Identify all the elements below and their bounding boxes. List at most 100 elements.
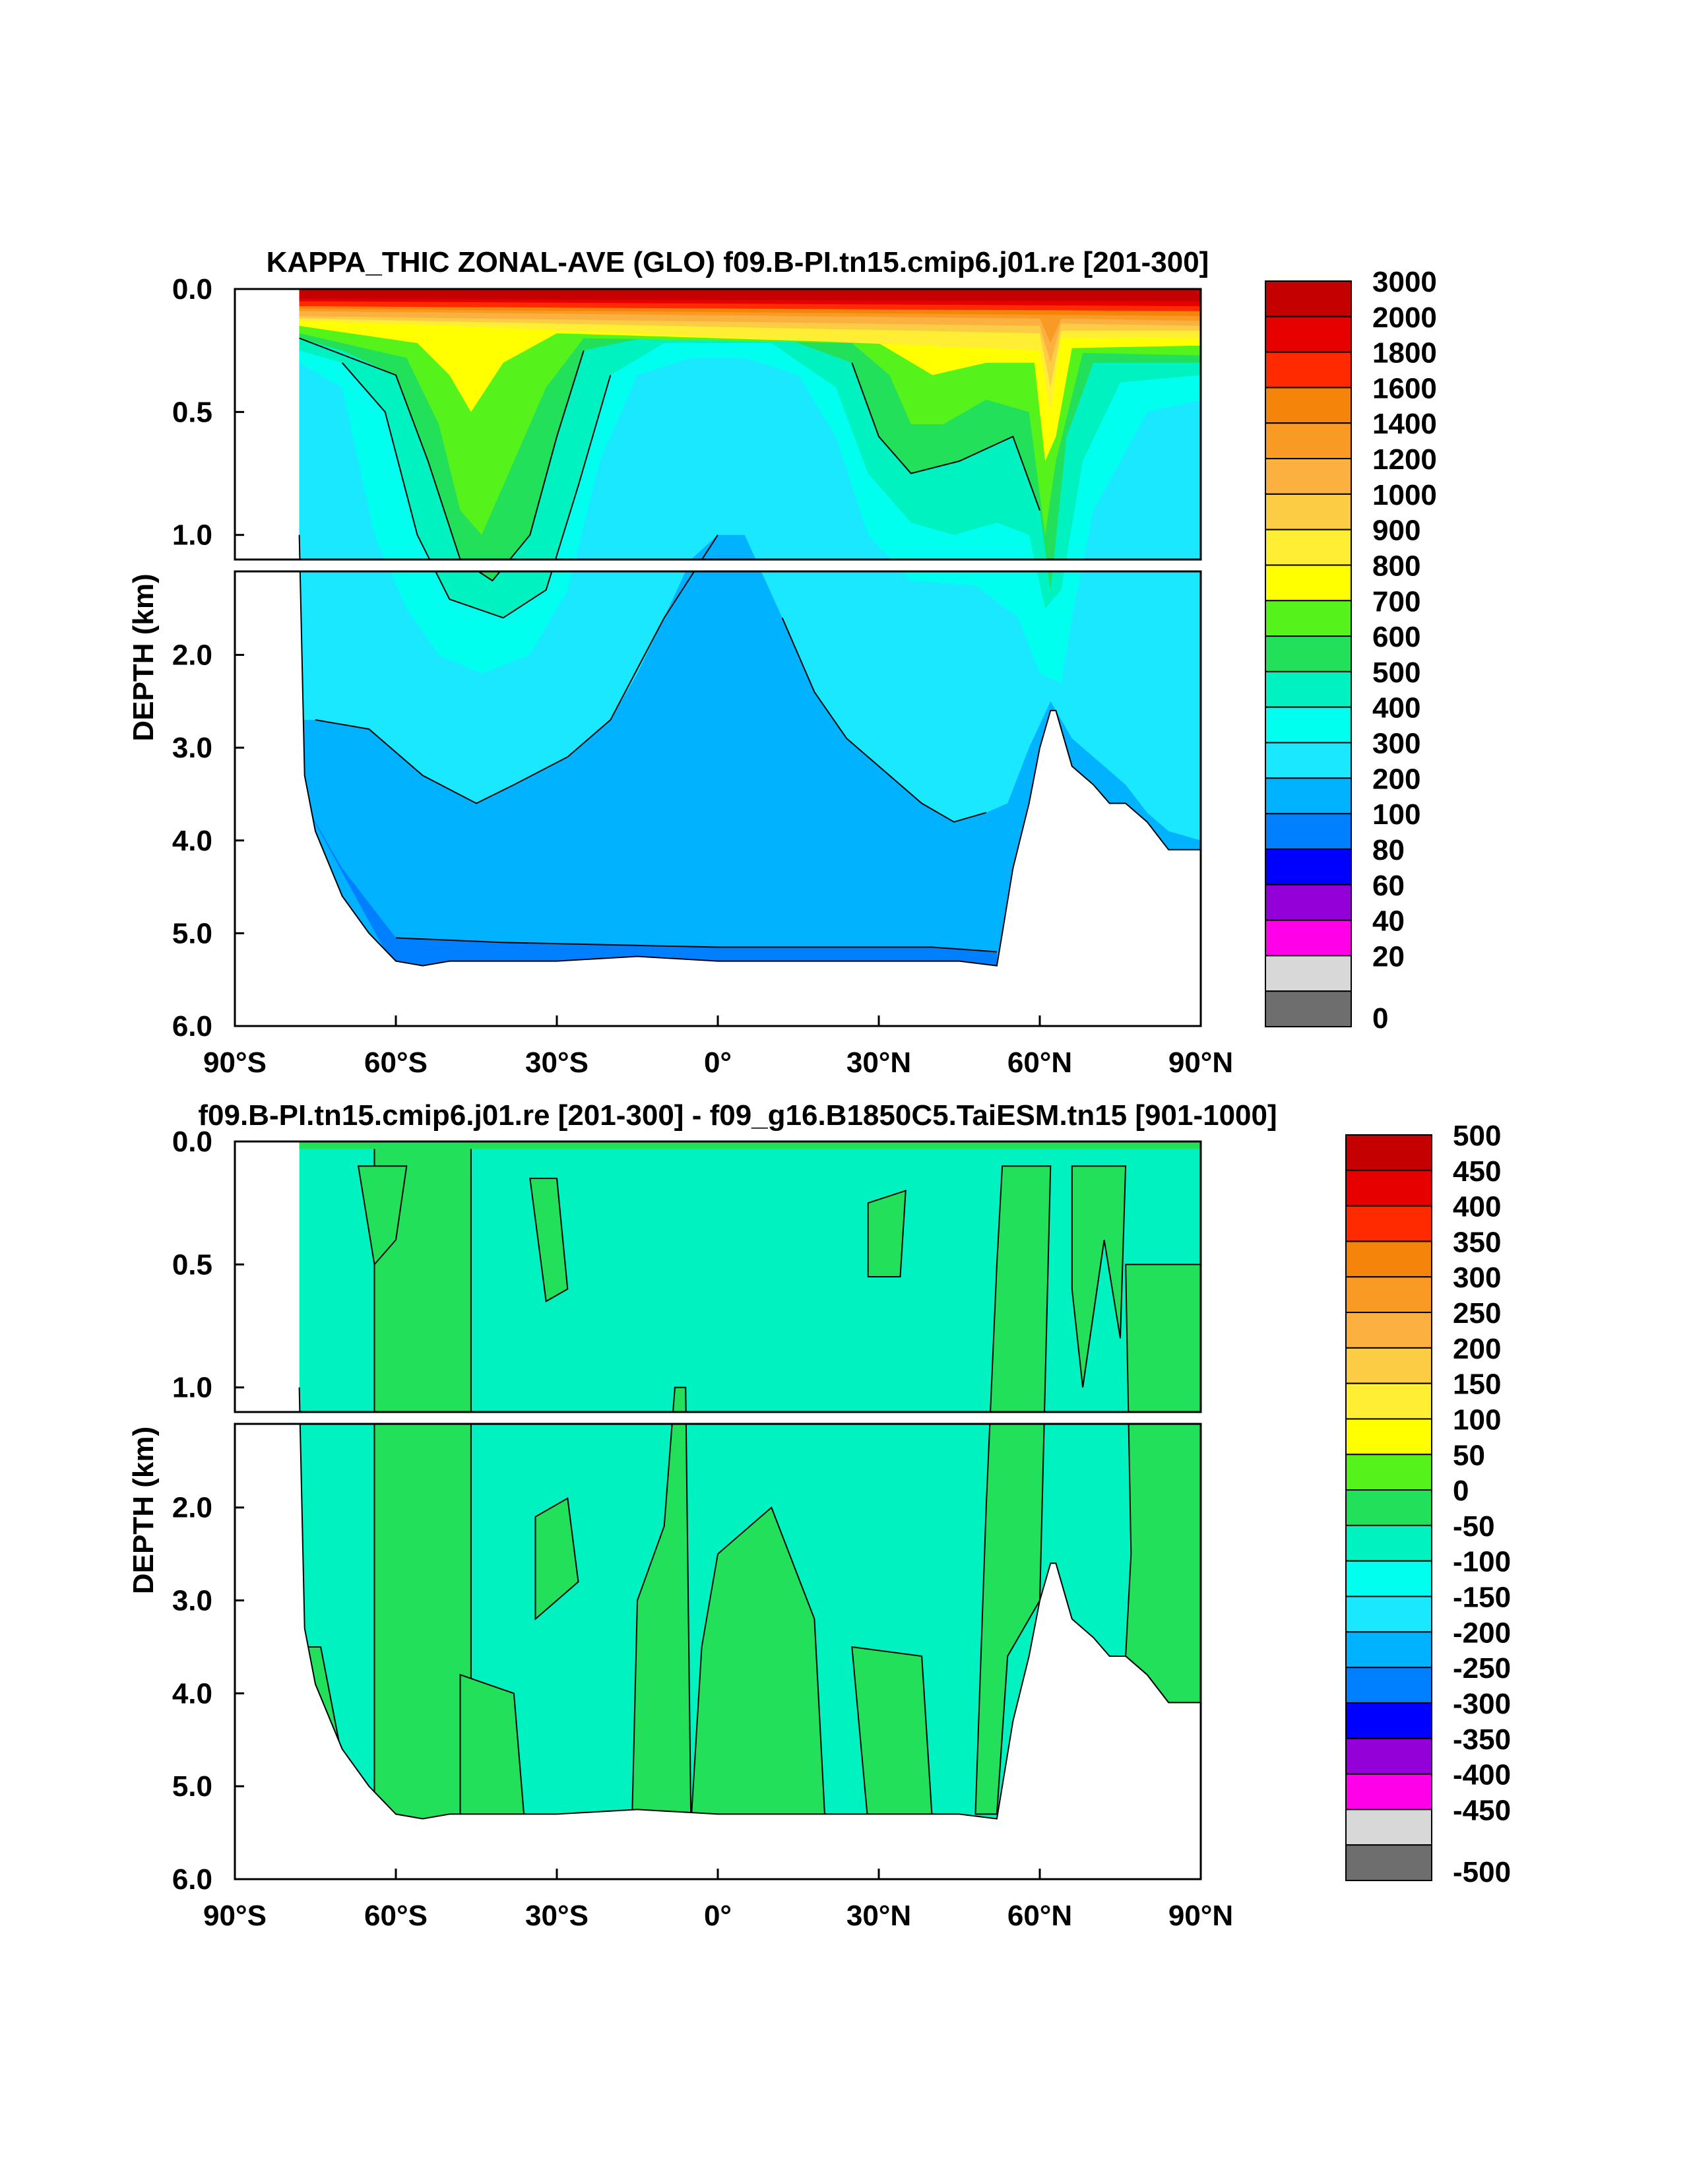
colorbar-label: 0 [1372, 1002, 1388, 1035]
contour-field [299, 1141, 1201, 1819]
colorbar-swatch [1265, 564, 1352, 602]
colorbar-label: 800 [1372, 550, 1420, 582]
colorbar-swatch [1265, 351, 1352, 389]
colorbar-swatch [1265, 670, 1352, 708]
y-tick-label: 0.5 [172, 1248, 212, 1281]
colorbar-label: 1000 [1372, 479, 1437, 511]
colorbar-label: 400 [1372, 692, 1420, 724]
colorbar-swatch [1265, 742, 1352, 779]
region-0-50-11 [357, 1165, 408, 1266]
colorbar-swatch [1265, 883, 1352, 921]
region-0-50-8 [459, 1673, 526, 1819]
region-0-50-2 [974, 1165, 1052, 1815]
colorbar-label: -400 [1453, 1759, 1511, 1791]
colorbar-swatch [1265, 635, 1352, 672]
colorbar-label: 500 [1453, 1120, 1501, 1152]
region-0-50-3 [1071, 1165, 1127, 1388]
colorbar-swatch [1345, 1560, 1432, 1597]
region-2000-3000 [299, 289, 1201, 302]
x-tick-label: 60°N [1007, 1900, 1072, 1932]
contour-line-5 [851, 362, 1040, 511]
region-0-50-5 [631, 1386, 692, 1819]
y-axis-label: DEPTH (km) [127, 1427, 160, 1594]
contour-line-6 [395, 937, 997, 953]
y-tick-label: 2.0 [172, 639, 212, 672]
colorbar-swatch [1345, 1631, 1432, 1669]
y-tick-label: 2.0 [172, 1492, 212, 1524]
colorbar-swatch [1345, 1809, 1432, 1846]
region-0-100 [299, 794, 997, 966]
y-tick-label: 0.5 [172, 396, 212, 428]
colorbar-swatch [1265, 422, 1352, 460]
colorbar-swatch [1345, 1205, 1432, 1242]
x-tick-label: 60°S [364, 1046, 428, 1079]
colorbar-swatch [1265, 315, 1352, 353]
x-tick-label: 90°S [203, 1046, 267, 1079]
colorbar-label: 350 [1453, 1226, 1501, 1258]
contour-line-2 [341, 362, 612, 619]
bathymetry-outline [298, 534, 1201, 967]
region-0-50-9 [534, 1497, 579, 1621]
colorbar-label: 0 [1453, 1475, 1469, 1507]
colorbar-label: -150 [1453, 1582, 1511, 1614]
x-tick-label: 90°S [203, 1900, 267, 1932]
y-tick-label: 1.0 [172, 519, 212, 552]
colorbar-swatch [1345, 1595, 1432, 1633]
chart-title: f09.B-PI.tn15.cmip6.j01.re [201-300] - f… [198, 1099, 1277, 1132]
colorbar-label: 1600 [1372, 372, 1437, 404]
colorbar-swatch [1345, 1134, 1432, 1171]
colorbar-swatch [1265, 387, 1352, 424]
colorbar-label: 1400 [1372, 408, 1437, 440]
colorbar-swatch [1345, 1418, 1432, 1456]
region-0-50-7 [851, 1646, 934, 1819]
colorbar-swatch [1345, 1169, 1432, 1207]
contour-line-3 [315, 534, 718, 804]
panel-2: f09.B-PI.tn15.cmip6.j01.re [201-300] - f… [127, 1099, 1511, 1932]
colorbar-label: -500 [1453, 1856, 1511, 1888]
y-tick-label: 3.0 [172, 1585, 212, 1617]
panel-1: KAPPA_THIC ZONAL-AVE (GLO) f09.B-PI.tn15… [127, 246, 1437, 1079]
panel-gap [232, 1412, 1203, 1424]
y-tick-label: 0.0 [172, 273, 212, 305]
colorbar-label: 1200 [1372, 443, 1437, 476]
colorbar-label: -450 [1453, 1794, 1511, 1826]
colorbar-label: 300 [1372, 728, 1420, 760]
colorbar-swatch [1265, 706, 1352, 744]
colorbar-swatch [1345, 1524, 1432, 1562]
y-tick-label: 5.0 [172, 1770, 212, 1803]
region-0-50-1 [373, 1141, 472, 1819]
colorbar-label: 150 [1453, 1368, 1501, 1401]
colorbar-swatch [1345, 1667, 1432, 1704]
colorbar-swatch [1345, 1240, 1432, 1278]
y-tick-label: 1.0 [172, 1372, 212, 1404]
colorbar-swatch [1265, 600, 1352, 637]
region-0-50-12 [529, 1177, 569, 1302]
colorbar-label: 200 [1372, 763, 1420, 795]
y-axis-label: DEPTH (km) [127, 573, 160, 741]
colorbar-label: 50 [1453, 1439, 1485, 1471]
region-minus50-0 [299, 1141, 1201, 1819]
colorbar-label: -250 [1453, 1652, 1511, 1685]
colorbar-label: -300 [1453, 1688, 1511, 1720]
colorbar-swatch [1345, 1276, 1432, 1314]
colorbar-label: -100 [1453, 1546, 1511, 1578]
colorbar-swatch [1345, 1382, 1432, 1420]
y-tick-label: 3.0 [172, 732, 212, 764]
colorbar-swatch [1345, 1773, 1432, 1811]
panel-gap [232, 560, 1203, 571]
upper-frame [234, 1140, 1202, 1413]
colorbar-label: -350 [1453, 1723, 1511, 1756]
colorbar-swatch [1345, 1702, 1432, 1739]
colorbar-swatch [1345, 1347, 1432, 1384]
colorbar-swatch [1345, 1454, 1432, 1491]
colorbar-swatch [1345, 1737, 1432, 1775]
colorbar-swatch [1345, 1312, 1432, 1349]
colorbar-label: 250 [1453, 1297, 1501, 1330]
colorbar-label: 200 [1453, 1333, 1501, 1365]
colorbar-label: -50 [1453, 1510, 1495, 1543]
colorbar-label: 400 [1453, 1191, 1501, 1223]
x-tick-label: 0° [704, 1900, 732, 1932]
colorbar-swatch [1265, 919, 1352, 957]
x-tick-label: 30°N [846, 1900, 911, 1932]
contour-line-4 [781, 617, 986, 823]
